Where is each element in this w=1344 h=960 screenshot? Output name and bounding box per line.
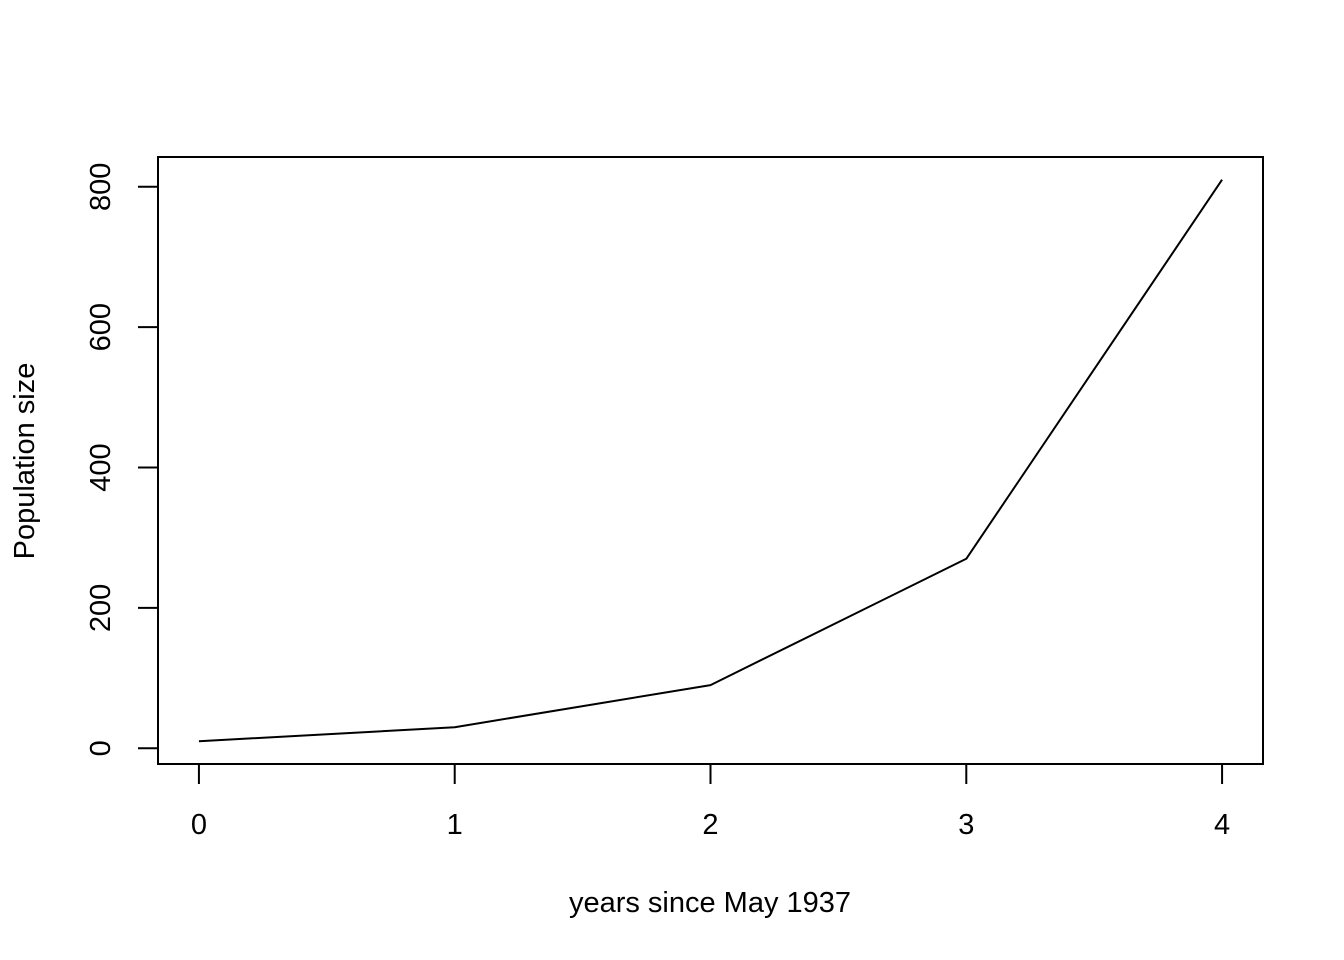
y-tick-label-0: 0 (85, 740, 117, 756)
series-line-0 (198, 179, 1223, 743)
y-axis-title: Population size (9, 363, 41, 560)
x-tick-label-0: 0 (191, 809, 207, 841)
x-tick-label-4: 4 (1214, 809, 1230, 841)
y-axis: 0 200 400 600 800 (85, 163, 159, 756)
x-tick-label-3: 3 (958, 809, 974, 841)
y-tick-label-200: 200 (85, 584, 117, 632)
y-tick-label-600: 600 (85, 303, 117, 351)
y-tick-label-800: 800 (85, 163, 117, 211)
x-axis-title: years since May 1937 (569, 887, 851, 919)
plot-frame (157, 156, 1264, 765)
x-tick-label-2: 2 (702, 809, 718, 841)
x-axis: 0 1 2 3 4 (191, 763, 1230, 841)
series-layer (198, 179, 1223, 743)
x-tick-label-1: 1 (447, 809, 463, 841)
y-tick-label-400: 400 (85, 443, 117, 491)
